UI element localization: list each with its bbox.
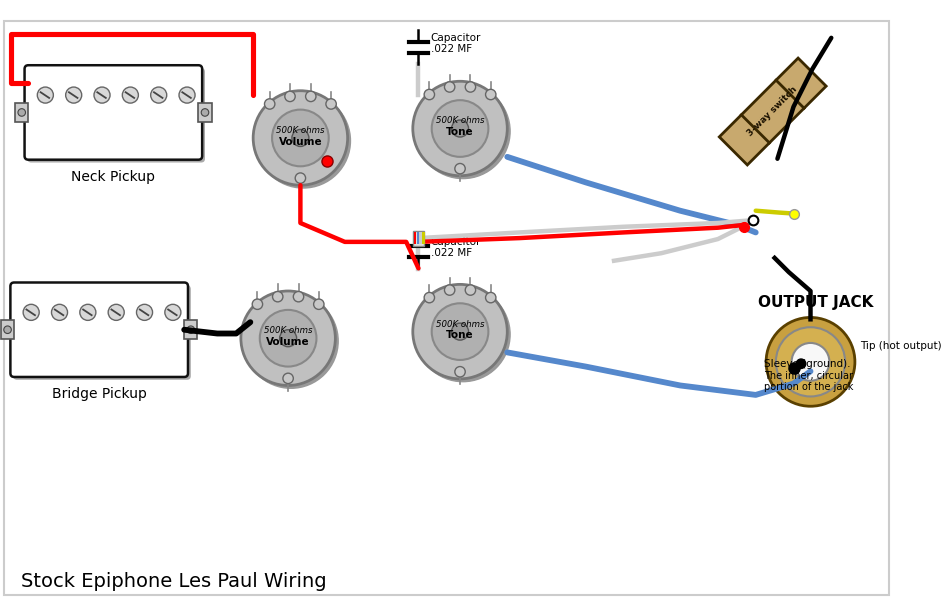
Circle shape — [485, 293, 496, 303]
Circle shape — [454, 367, 464, 377]
Circle shape — [150, 87, 166, 103]
Circle shape — [451, 120, 468, 137]
Text: 500K ohms: 500K ohms — [276, 126, 325, 135]
Bar — [419, 232, 421, 244]
Text: Tip (hot output): Tip (hot output) — [859, 341, 940, 351]
FancyBboxPatch shape — [13, 285, 191, 380]
Circle shape — [252, 299, 262, 309]
Bar — [416, 232, 418, 244]
Text: 500K ohms: 500K ohms — [435, 320, 483, 328]
Circle shape — [796, 359, 805, 368]
Text: Capacitor
.022 MF: Capacitor .022 MF — [430, 237, 480, 258]
Circle shape — [79, 304, 95, 320]
Text: 500K ohms: 500K ohms — [263, 326, 312, 335]
FancyBboxPatch shape — [10, 283, 188, 377]
Circle shape — [272, 110, 329, 166]
Circle shape — [279, 330, 296, 347]
Circle shape — [253, 91, 347, 185]
Circle shape — [415, 84, 510, 179]
Text: portion of the jack: portion of the jack — [763, 383, 852, 392]
Bar — [422, 232, 424, 244]
Circle shape — [424, 89, 434, 100]
Bar — [184, 320, 197, 339]
Text: The inner, circular: The inner, circular — [763, 371, 852, 381]
Circle shape — [244, 294, 338, 388]
Circle shape — [424, 293, 434, 303]
Circle shape — [292, 129, 309, 147]
Circle shape — [272, 291, 282, 302]
Circle shape — [187, 326, 194, 333]
FancyBboxPatch shape — [25, 65, 202, 160]
Bar — [1, 320, 14, 339]
Text: Volume: Volume — [266, 337, 310, 347]
Circle shape — [464, 82, 475, 92]
Circle shape — [122, 87, 138, 103]
Circle shape — [51, 304, 67, 320]
Circle shape — [201, 108, 209, 116]
Bar — [413, 232, 415, 244]
Text: Bridge Pickup: Bridge Pickup — [52, 387, 146, 401]
Circle shape — [775, 327, 844, 397]
Circle shape — [766, 317, 854, 406]
Circle shape — [451, 323, 468, 340]
Text: Neck Pickup: Neck Pickup — [72, 169, 155, 184]
Circle shape — [93, 87, 110, 103]
Circle shape — [18, 108, 25, 116]
Circle shape — [136, 304, 152, 320]
Text: Sleeve (ground).: Sleeve (ground). — [763, 359, 850, 369]
Circle shape — [326, 99, 336, 109]
Text: Stock Epiphone Les Paul Wiring: Stock Epiphone Les Paul Wiring — [21, 572, 326, 591]
Circle shape — [65, 87, 81, 103]
Circle shape — [256, 94, 350, 188]
Bar — [413, 230, 424, 246]
Circle shape — [284, 91, 295, 102]
Circle shape — [313, 299, 324, 309]
Circle shape — [295, 173, 305, 184]
Circle shape — [108, 304, 124, 320]
Circle shape — [264, 99, 275, 109]
Text: Volume: Volume — [278, 137, 322, 147]
Bar — [198, 103, 211, 122]
Circle shape — [444, 285, 454, 295]
Circle shape — [485, 89, 496, 100]
Text: Capacitor
.022 MF: Capacitor .022 MF — [430, 33, 480, 54]
Polygon shape — [718, 58, 825, 165]
Circle shape — [293, 291, 303, 302]
Text: Tone: Tone — [446, 128, 473, 137]
Circle shape — [415, 287, 510, 382]
Circle shape — [454, 163, 464, 174]
Circle shape — [464, 285, 475, 295]
Text: 500K ohms: 500K ohms — [435, 116, 483, 126]
Circle shape — [431, 303, 488, 360]
FancyBboxPatch shape — [27, 68, 205, 163]
Circle shape — [431, 100, 488, 157]
Bar — [15, 103, 28, 122]
Text: OUTPUT JACK: OUTPUT JACK — [757, 295, 872, 310]
Circle shape — [4, 326, 11, 333]
Circle shape — [37, 87, 53, 103]
Circle shape — [260, 310, 316, 367]
Circle shape — [791, 343, 829, 381]
Circle shape — [164, 304, 180, 320]
Circle shape — [413, 285, 507, 379]
Text: 3-way switch: 3-way switch — [745, 85, 799, 138]
Text: Tone: Tone — [446, 330, 473, 341]
Circle shape — [444, 82, 454, 92]
Circle shape — [305, 91, 315, 102]
Circle shape — [178, 87, 194, 103]
Circle shape — [241, 291, 335, 386]
Circle shape — [413, 81, 507, 176]
Circle shape — [23, 304, 39, 320]
Circle shape — [282, 373, 293, 384]
